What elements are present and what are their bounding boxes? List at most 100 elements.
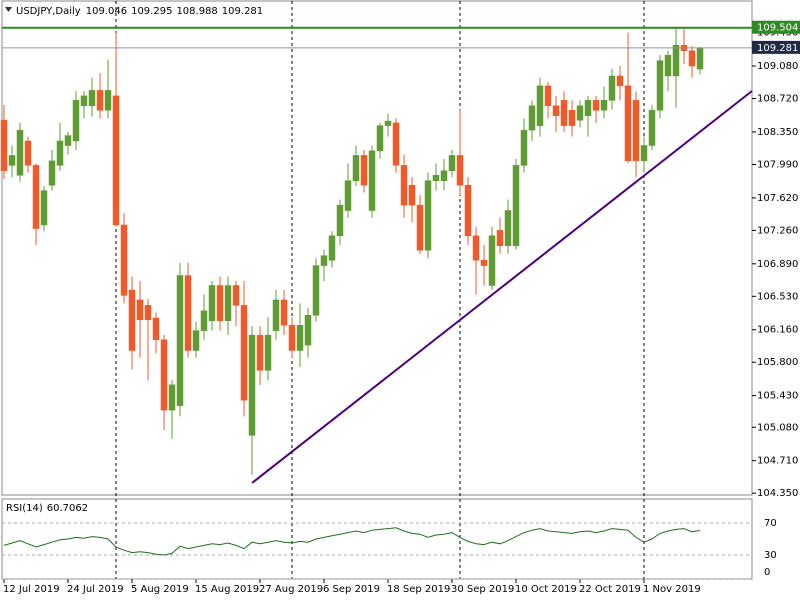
y-tick-label: 70: [764, 518, 777, 529]
candle-body: [624, 85, 632, 162]
y-tick-label: 0: [764, 567, 770, 578]
y-tick-label: 107.620: [757, 193, 798, 204]
last-price-box: [752, 40, 800, 54]
candle-body: [104, 90, 112, 111]
candle-body: [384, 120, 392, 126]
x-tick-label: 6 Sep 2019: [323, 584, 380, 595]
period-separators: [115, 1, 645, 579]
candle-body: [456, 155, 464, 186]
candle-body: [280, 299, 288, 326]
y-tick-label: 104.710: [757, 456, 798, 467]
candle-body: [552, 105, 560, 116]
candle-body: [248, 334, 256, 436]
candle-body: [160, 339, 168, 411]
candle-body: [296, 324, 304, 351]
x-tick-label: 10 Oct 2019: [515, 584, 577, 595]
candle-body: [520, 129, 528, 166]
x-tick-label: 27 Aug 2019: [259, 584, 323, 595]
candle-body: [616, 75, 624, 87]
header-open: 109.046: [86, 6, 127, 17]
header-high: 109.295: [131, 6, 172, 17]
rsi-title: RSI(14): [6, 503, 43, 514]
candle-body: [128, 289, 136, 351]
last-price-label: 109.281: [757, 43, 798, 54]
candle-body: [584, 100, 592, 116]
y-tick-label: 106.160: [757, 325, 798, 336]
candle-body: [656, 60, 664, 111]
header-close: 109.281: [222, 6, 263, 17]
candle-body: [488, 235, 496, 286]
level-label: 109.504: [757, 23, 798, 34]
candle-body: [240, 305, 248, 401]
candle-body: [696, 47, 704, 70]
candle-body: [576, 105, 584, 121]
candle-body: [512, 165, 520, 246]
candle-body: [360, 155, 368, 186]
x-tick-label: 5 Aug 2019: [131, 584, 189, 595]
rsi-value: 60.7062: [47, 503, 88, 514]
candle-body: [136, 299, 144, 321]
candle-body: [176, 275, 184, 406]
candle-body: [0, 119, 8, 172]
y-tick-label: 108.350: [757, 127, 798, 138]
candle-body: [152, 317, 160, 340]
candle-body: [608, 75, 616, 101]
y-tick-label: 107.990: [757, 159, 798, 170]
candle-body: [200, 310, 208, 331]
candle-body: [96, 90, 104, 111]
y-tick-label: 109.080: [757, 61, 798, 72]
collapse-icon[interactable]: [5, 7, 12, 12]
candle-body: [304, 315, 312, 346]
candle-body: [688, 50, 696, 67]
price-panel-frame: [1, 0, 753, 496]
candle-body: [88, 90, 96, 107]
candle-body: [80, 95, 88, 107]
candle-body: [328, 235, 336, 261]
candle-body: [40, 190, 48, 226]
candle-body: [408, 184, 416, 206]
candle-body: [480, 259, 488, 266]
candle-body: [16, 129, 24, 176]
candle-body: [264, 334, 272, 371]
candle-body: [48, 160, 56, 186]
x-tick-label: 12 Jul 2019: [3, 584, 60, 595]
candle-body: [568, 110, 576, 126]
y-tick-label: 105.080: [757, 422, 798, 433]
y-tick-label: 105.800: [757, 357, 798, 368]
candle-body: [440, 170, 448, 181]
candle-body: [368, 150, 376, 211]
x-tick-label: 1 Nov 2019: [643, 584, 701, 595]
candle-body: [664, 54, 672, 77]
candle-body: [312, 265, 320, 316]
y-tick-label: 106.890: [757, 259, 798, 270]
candle-body: [448, 155, 456, 172]
candle-body: [336, 204, 344, 237]
rsi-header: RSI(14) 60.7062: [6, 503, 88, 514]
candle-body: [528, 105, 536, 131]
candle-body: [424, 180, 432, 251]
candle-body: [344, 180, 352, 211]
candle-body: [400, 165, 408, 206]
candle-body: [224, 285, 232, 321]
candle-body: [672, 45, 680, 77]
header-low: 108.988: [176, 6, 217, 17]
y-tick-label: 106.530: [757, 291, 798, 302]
candle-body: [560, 100, 568, 126]
chart-header: USDJPY,Daily 109.046 109.295 108.988 109.281: [16, 6, 263, 17]
candle-body: [392, 122, 400, 166]
candle-body: [24, 140, 32, 166]
candle-body: [496, 230, 504, 246]
candle-body: [32, 165, 40, 229]
candle-body: [376, 125, 384, 152]
candle-body: [536, 85, 544, 126]
candle-body: [72, 100, 80, 142]
symbol-title: USDJPY,Daily: [16, 6, 81, 17]
candle-body: [56, 140, 64, 166]
candle-body: [320, 255, 328, 266]
candle-body: [216, 285, 224, 321]
trend-line: [251, 90, 753, 484]
candle-body: [544, 85, 552, 107]
